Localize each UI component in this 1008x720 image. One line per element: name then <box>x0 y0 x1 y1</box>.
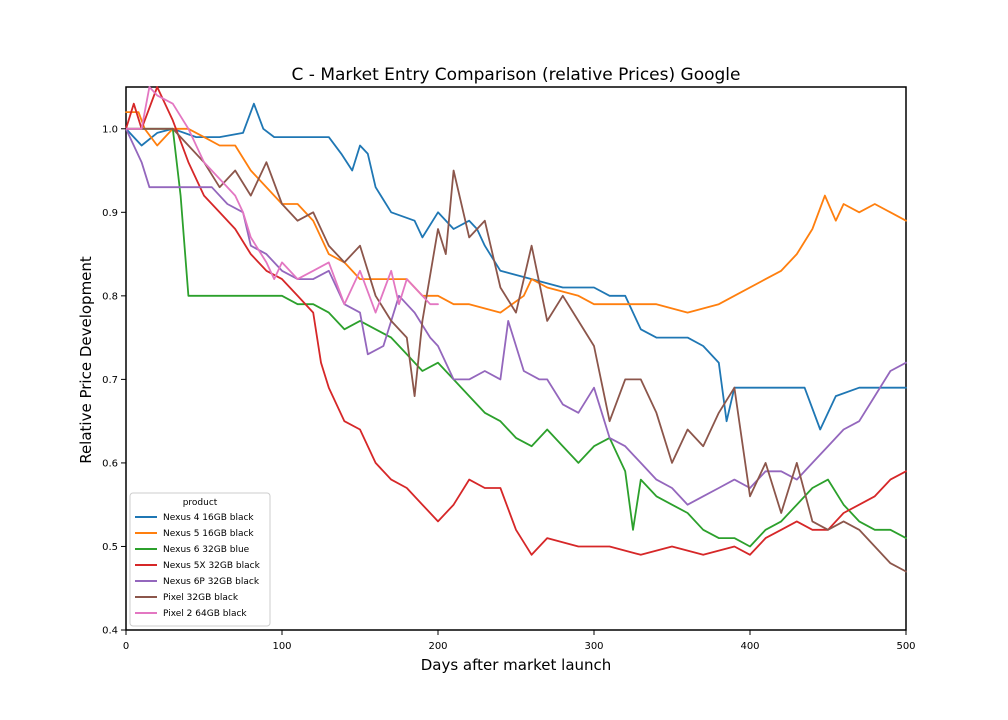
series-line-7 <box>125 86 439 314</box>
y-axis-ticks: 0.4 0.5 0.6 0.7 0.8 0.9 1.0 <box>102 124 126 637</box>
series-line-5 <box>125 127 907 506</box>
legend-entry: Nexus 5 16GB black <box>163 529 254 539</box>
y-tick-label: 0.9 <box>102 208 118 219</box>
y-tick-label: 0.7 <box>102 375 118 386</box>
y-tick-label: 0.4 <box>102 626 118 637</box>
legend-box <box>129 492 271 627</box>
legend-entry: Pixel 32GB black <box>163 593 239 603</box>
x-tick-label: 200 <box>428 641 447 652</box>
y-tick-label: 0.8 <box>102 291 118 302</box>
series-line-2 <box>125 111 907 314</box>
legend-entry: Nexus 6 32GB blue <box>163 545 250 555</box>
x-tick-label: 100 <box>272 641 291 652</box>
series-line-3 <box>125 127 907 548</box>
legend-entry: Nexus 4 16GB black <box>163 513 254 523</box>
x-tick-label: 0 <box>123 641 129 652</box>
legend-entry: Nexus 5X 32GB black <box>163 561 261 571</box>
legend-items: Nexus 4 16GB black Nexus 5 16GB black Nexu… <box>135 513 261 619</box>
plot-area <box>125 86 907 631</box>
x-axis-ticks: 0 100 200 300 400 500 <box>123 630 916 652</box>
x-axis-label: Days after market launch <box>421 656 612 674</box>
x-tick-label: 300 <box>584 641 603 652</box>
legend-title: product <box>183 498 218 508</box>
chart-title: C - Market Entry Comparison (relative Pr… <box>292 65 741 85</box>
legend-entry: Nexus 6P 32GB black <box>163 577 260 587</box>
y-tick-label: 1.0 <box>102 124 118 135</box>
legend: product Nexus 4 16GB black Nexus 5 16GB b… <box>129 492 271 627</box>
y-tick-label: 0.5 <box>102 542 118 553</box>
series-layer <box>125 86 907 573</box>
series-line-6 <box>125 127 907 573</box>
y-tick-label: 0.6 <box>102 458 118 469</box>
series-line-4 <box>125 86 907 556</box>
plot-frame <box>125 86 907 631</box>
legend-entry: Pixel 2 64GB black <box>163 609 247 619</box>
y-axis-label: Relative Price Development <box>77 256 95 464</box>
x-tick-label: 500 <box>896 641 915 652</box>
x-tick-label: 400 <box>740 641 759 652</box>
series-line-1 <box>125 102 907 431</box>
